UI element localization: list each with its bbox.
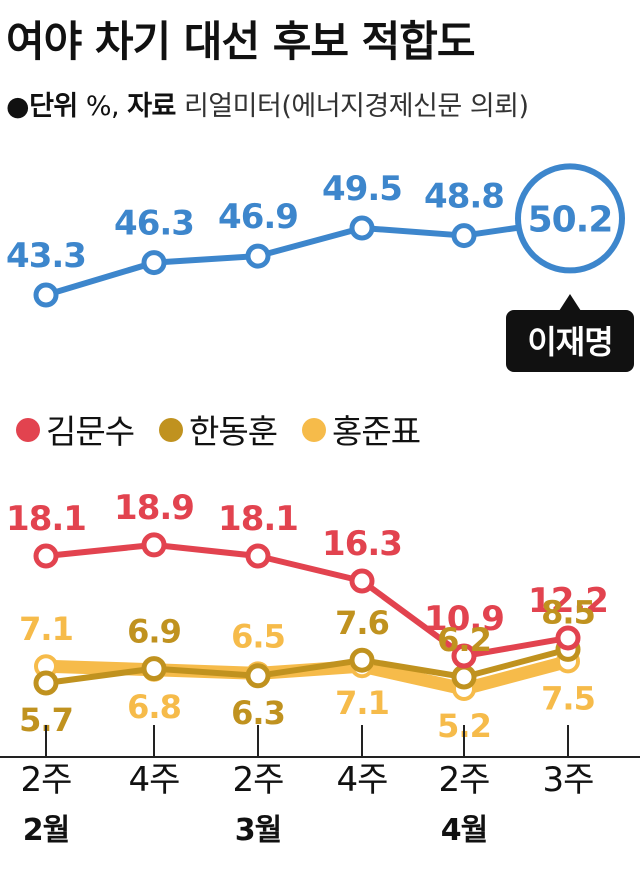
data-label-한동훈-4: 7.6 xyxy=(335,604,389,642)
legend-dot-1 xyxy=(16,418,40,442)
data-point-김문수-2 xyxy=(141,532,167,558)
legend-dot-3 xyxy=(302,418,326,442)
source-value: 리얼미터(에너지경제신문 의뢰) xyxy=(183,91,529,122)
x-tick-label-3: 2주 xyxy=(233,760,284,800)
legend-label-3: 홍준표 xyxy=(332,412,420,451)
month-label-3: 4월 xyxy=(441,813,487,848)
chart-subtitle: ●단위 %, 자료 리얼미터(에너지경제신문 의뢰) xyxy=(6,84,529,123)
data-point-김문수-6 xyxy=(555,625,581,651)
data-label-홍준표-3: 6.5 xyxy=(231,617,285,655)
month-label-1: 2월 xyxy=(23,813,69,848)
data-label-김문수-6: 12.2 xyxy=(528,581,608,621)
data-label-홍준표-4: 7.1 xyxy=(335,684,389,722)
data-label-이재명-3: 46.9 xyxy=(218,197,298,237)
data-point-이재명-1 xyxy=(33,282,59,308)
data-label-이재명-4: 49.5 xyxy=(322,169,402,209)
series-line-이재명 xyxy=(43,217,571,298)
x-tick-label-1: 2주 xyxy=(21,760,72,800)
data-point-이재명-5 xyxy=(451,223,477,249)
data-label-이재명-6: 50.2 xyxy=(528,199,613,240)
data-point-한동훈-3 xyxy=(245,663,271,689)
callout-pointer xyxy=(559,294,581,311)
data-point-한동훈-2 xyxy=(141,656,167,682)
data-label-홍준표-2: 6.8 xyxy=(127,688,181,726)
data-label-홍준표-6: 7.5 xyxy=(541,679,595,717)
data-point-김문수-3 xyxy=(245,543,271,569)
data-point-한동훈-4 xyxy=(349,647,375,673)
data-label-한동훈-5: 6.2 xyxy=(437,621,491,659)
chart-title: 여야 차기 대선 후보 적합도 xyxy=(6,17,476,66)
legend-label-1: 김문수 xyxy=(46,412,134,451)
month-label-2: 3월 xyxy=(235,813,281,848)
series-line-한동훈 xyxy=(43,646,571,686)
data-point-김문수-5 xyxy=(451,643,477,669)
legend-dot-2 xyxy=(159,418,183,442)
data-label-한동훈-6: 8.5 xyxy=(541,593,595,631)
subtitle-bullet: ● xyxy=(6,91,30,122)
data-label-김문수-1: 18.1 xyxy=(6,499,86,539)
series-line-김문수 xyxy=(43,541,571,659)
data-label-김문수-3: 18.1 xyxy=(218,499,298,539)
x-tick-label-2: 4주 xyxy=(129,760,180,800)
callout-box xyxy=(506,310,634,372)
data-point-한동훈-5 xyxy=(451,664,477,690)
x-tick-label-5: 2주 xyxy=(439,760,490,800)
data-point-김문수-1 xyxy=(33,543,59,569)
data-point-이재명-4 xyxy=(349,215,375,241)
highlight-ring xyxy=(515,163,625,274)
data-label-김문수-2: 18.9 xyxy=(114,488,194,528)
callout-label: 이재명 xyxy=(527,323,612,361)
legend-label-2: 한동훈 xyxy=(189,412,277,451)
data-label-김문수-4: 16.3 xyxy=(322,524,402,564)
unit-label: 단위 xyxy=(29,91,78,122)
data-point-이재명-2 xyxy=(141,250,167,276)
data-point-한동훈-1 xyxy=(33,670,59,696)
source-label: 자료 xyxy=(127,91,176,122)
data-point-이재명-3 xyxy=(245,243,271,269)
data-label-이재명-2: 46.3 xyxy=(114,204,194,244)
unit-value: %, xyxy=(85,91,120,122)
data-label-홍준표-1: 7.1 xyxy=(19,610,73,648)
data-label-이재명-1: 43.3 xyxy=(6,236,86,276)
data-label-한동훈-2: 6.9 xyxy=(127,613,181,651)
x-tick-label-6: 3주 xyxy=(543,760,594,800)
data-label-김문수-5: 10.9 xyxy=(424,599,504,639)
data-label-이재명-5: 48.8 xyxy=(424,177,504,217)
x-tick-label-4: 4주 xyxy=(337,760,388,800)
data-point-김문수-4 xyxy=(349,568,375,594)
